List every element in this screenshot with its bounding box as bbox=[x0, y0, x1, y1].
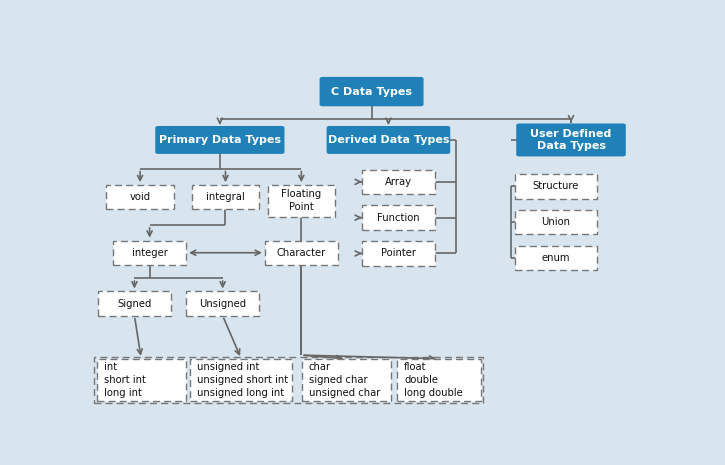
Text: Character: Character bbox=[277, 248, 326, 258]
Text: integral: integral bbox=[206, 192, 245, 202]
Text: Function: Function bbox=[377, 213, 420, 223]
Text: Signed: Signed bbox=[117, 299, 152, 309]
Text: integer: integer bbox=[132, 248, 167, 258]
Text: C Data Types: C Data Types bbox=[331, 86, 412, 97]
Text: Pointer: Pointer bbox=[381, 248, 416, 259]
Bar bbox=[397, 359, 481, 401]
Text: Union: Union bbox=[542, 217, 571, 227]
Text: Derived Data Types: Derived Data Types bbox=[328, 135, 450, 145]
Bar bbox=[186, 292, 260, 316]
Bar bbox=[515, 246, 597, 270]
Bar bbox=[98, 292, 171, 316]
Bar bbox=[515, 174, 597, 199]
Text: float
double
long double: float double long double bbox=[404, 362, 463, 398]
Bar bbox=[362, 206, 435, 230]
Bar bbox=[268, 185, 335, 217]
Text: Structure: Structure bbox=[533, 181, 579, 192]
FancyBboxPatch shape bbox=[516, 124, 626, 156]
Text: enum: enum bbox=[542, 253, 570, 263]
FancyBboxPatch shape bbox=[320, 77, 423, 106]
Bar bbox=[362, 241, 435, 266]
Bar bbox=[107, 185, 174, 209]
Text: Floating
Point: Floating Point bbox=[281, 189, 321, 213]
Bar bbox=[302, 359, 391, 401]
Text: Primary Data Types: Primary Data Types bbox=[159, 135, 281, 145]
FancyBboxPatch shape bbox=[155, 126, 284, 154]
Bar bbox=[97, 359, 186, 401]
Bar bbox=[190, 359, 292, 401]
Text: User Defined
Data Types: User Defined Data Types bbox=[531, 129, 612, 151]
Bar bbox=[94, 357, 484, 403]
Text: int
short int
long int: int short int long int bbox=[104, 362, 146, 398]
Bar bbox=[265, 240, 338, 265]
Text: unsigned int
unsigned short int
unsigned long int: unsigned int unsigned short int unsigned… bbox=[196, 362, 288, 398]
Bar bbox=[113, 240, 186, 265]
Bar bbox=[362, 170, 435, 194]
Text: Array: Array bbox=[385, 177, 412, 187]
Bar bbox=[515, 210, 597, 234]
FancyBboxPatch shape bbox=[326, 126, 450, 154]
Bar bbox=[191, 185, 260, 209]
Text: Unsigned: Unsigned bbox=[199, 299, 247, 309]
Text: char
signed char
unsigned char: char signed char unsigned char bbox=[309, 362, 380, 398]
Text: void: void bbox=[130, 192, 151, 202]
